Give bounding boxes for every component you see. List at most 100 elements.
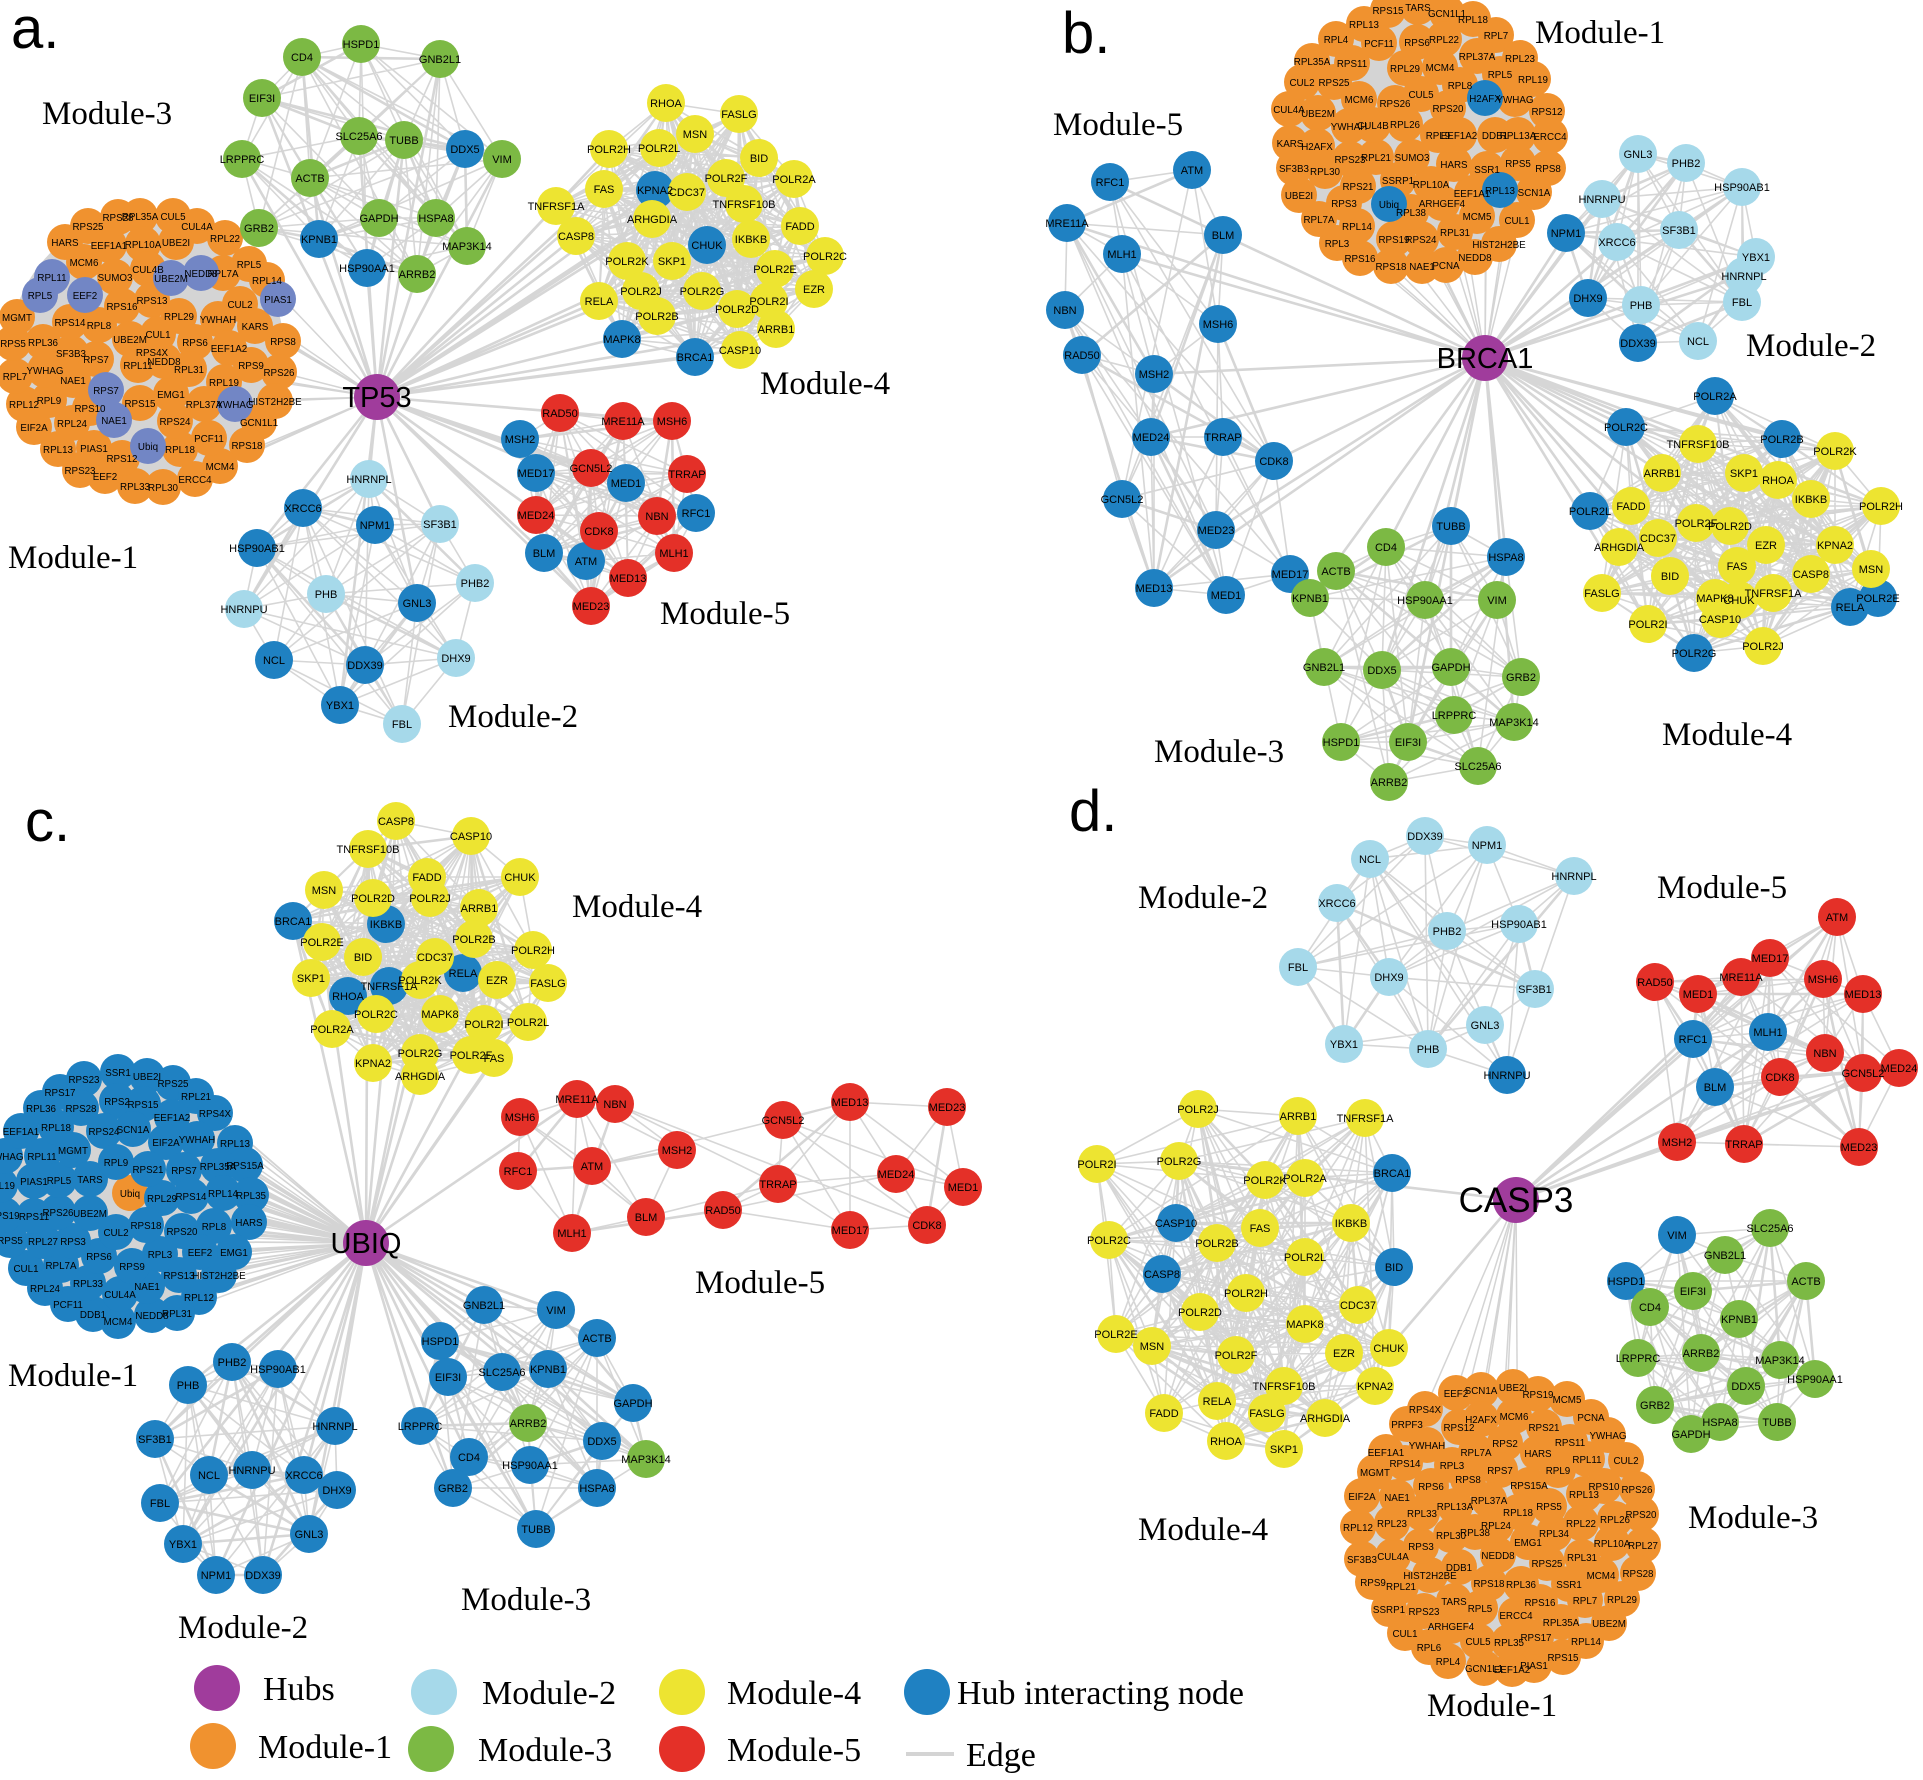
svg-text:CASP10: CASP10 xyxy=(719,345,761,357)
svg-text:DHX9: DHX9 xyxy=(322,1485,351,1497)
svg-text:POLR2G: POLR2G xyxy=(1157,1156,1202,1168)
svg-text:DDX39: DDX39 xyxy=(245,1570,280,1582)
svg-text:MED17: MED17 xyxy=(518,468,555,480)
svg-text:ATM: ATM xyxy=(581,1161,603,1173)
svg-text:RPS15A: RPS15A xyxy=(1510,1481,1548,1492)
svg-text:PHB: PHB xyxy=(1630,300,1653,312)
svg-text:PHB: PHB xyxy=(315,589,338,601)
svg-text:RPL13: RPL13 xyxy=(43,445,74,456)
svg-text:MGMT: MGMT xyxy=(2,313,32,324)
svg-text:CUL5: CUL5 xyxy=(160,212,186,223)
svg-text:RPS10: RPS10 xyxy=(74,404,106,415)
svg-text:Module-5: Module-5 xyxy=(1657,870,1787,906)
svg-text:EZR: EZR xyxy=(803,284,825,296)
svg-text:RPS7: RPS7 xyxy=(83,355,109,366)
svg-text:GNB2L1: GNB2L1 xyxy=(463,1300,505,1312)
svg-text:POLR2D: POLR2D xyxy=(351,893,395,905)
svg-text:RPS19: RPS19 xyxy=(0,1211,20,1222)
svg-text:RPL23: RPL23 xyxy=(1505,54,1536,65)
svg-text:RPL3: RPL3 xyxy=(148,1250,173,1261)
svg-text:MED24: MED24 xyxy=(878,1169,915,1181)
svg-text:Module-1: Module-1 xyxy=(8,540,138,576)
svg-text:HNRNPL: HNRNPL xyxy=(346,474,391,486)
svg-text:MRE11A: MRE11A xyxy=(1719,972,1763,984)
svg-text:RPL7: RPL7 xyxy=(1573,1596,1598,1607)
svg-text:CASP10: CASP10 xyxy=(1699,614,1741,626)
svg-text:MCM5: MCM5 xyxy=(1463,212,1492,223)
svg-text:HIST2H2BE: HIST2H2BE xyxy=(1403,1571,1457,1582)
svg-text:RPL37A: RPL37A xyxy=(186,400,223,411)
svg-text:Module-4: Module-4 xyxy=(760,366,890,402)
svg-text:UBE2M: UBE2M xyxy=(154,274,188,285)
svg-text:RPS28: RPS28 xyxy=(65,1104,97,1115)
svg-text:RPL9: RPL9 xyxy=(104,1158,129,1169)
svg-text:MCM4: MCM4 xyxy=(206,462,235,473)
svg-text:DHX9: DHX9 xyxy=(1573,293,1602,305)
svg-text:RPS12: RPS12 xyxy=(106,454,137,465)
svg-text:UBE2I: UBE2I xyxy=(162,238,190,249)
svg-text:Module-5: Module-5 xyxy=(1053,107,1183,143)
svg-text:TNFRSF10B: TNFRSF10B xyxy=(337,844,400,856)
svg-text:UBE2I: UBE2I xyxy=(133,1072,161,1083)
svg-text:Module-5: Module-5 xyxy=(695,1265,825,1301)
svg-text:RPS13: RPS13 xyxy=(163,1271,195,1282)
svg-text:RPL36: RPL36 xyxy=(26,1104,57,1115)
svg-text:PCNA: PCNA xyxy=(1577,1413,1605,1424)
svg-text:YWHAH: YWHAH xyxy=(200,315,236,326)
svg-text:RFC1: RFC1 xyxy=(682,508,711,520)
svg-text:RPS18: RPS18 xyxy=(130,1221,162,1232)
svg-text:TP53: TP53 xyxy=(342,382,411,414)
svg-text:RPS7: RPS7 xyxy=(1487,1466,1513,1477)
svg-text:HSPA8: HSPA8 xyxy=(418,213,453,225)
svg-text:HSPA8: HSPA8 xyxy=(1702,1417,1737,1429)
svg-text:GNL3: GNL3 xyxy=(1471,1020,1500,1032)
svg-text:TUBB: TUBB xyxy=(389,135,418,147)
svg-text:DDB1: DDB1 xyxy=(80,1310,106,1321)
svg-text:SKP1: SKP1 xyxy=(1730,468,1758,480)
svg-text:SKP1: SKP1 xyxy=(658,256,686,268)
svg-text:DDX5: DDX5 xyxy=(450,144,479,156)
svg-text:POLR2G: POLR2G xyxy=(398,1048,443,1060)
svg-text:CUL1: CUL1 xyxy=(1504,216,1529,227)
svg-text:FADD: FADD xyxy=(1149,1408,1178,1420)
svg-text:BID: BID xyxy=(1385,1262,1403,1274)
svg-text:RPL18: RPL18 xyxy=(165,445,196,456)
svg-text:RPL29: RPL29 xyxy=(1390,64,1420,75)
svg-text:ARHGDIA: ARHGDIA xyxy=(395,1071,446,1083)
svg-text:MCM6: MCM6 xyxy=(1345,95,1374,106)
svg-text:MSH6: MSH6 xyxy=(1203,319,1234,331)
svg-text:SSR1: SSR1 xyxy=(1556,1580,1582,1591)
svg-text:RPL8: RPL8 xyxy=(87,321,112,332)
svg-text:SLC25A6: SLC25A6 xyxy=(478,1367,525,1379)
svg-text:RPS26: RPS26 xyxy=(1379,99,1411,110)
svg-text:RPL8: RPL8 xyxy=(202,1222,227,1233)
svg-text:RPL29: RPL29 xyxy=(164,312,194,323)
svg-text:POLR2F: POLR2F xyxy=(450,1050,493,1062)
svg-text:HSPD1: HSPD1 xyxy=(1323,737,1360,749)
svg-text:GRB2: GRB2 xyxy=(1640,1400,1670,1412)
svg-text:POLR2I: POLR2I xyxy=(464,1019,503,1031)
svg-text:ACTB: ACTB xyxy=(295,173,324,185)
svg-text:CUL4A: CUL4A xyxy=(1377,1552,1409,1563)
svg-text:RPL19: RPL19 xyxy=(0,1181,15,1192)
svg-text:MED13: MED13 xyxy=(1136,583,1173,595)
svg-text:RPL18: RPL18 xyxy=(41,1123,72,1134)
svg-text:POLR2B: POLR2B xyxy=(1195,1238,1238,1250)
svg-text:RPL35A: RPL35A xyxy=(1294,57,1331,68)
svg-text:TRRAP: TRRAP xyxy=(759,1179,796,1191)
svg-text:IKBKB: IKBKB xyxy=(1795,494,1827,506)
svg-text:MED17: MED17 xyxy=(1752,953,1789,965)
svg-text:RPS25: RPS25 xyxy=(72,222,104,233)
svg-text:TUBB: TUBB xyxy=(1436,521,1465,533)
svg-text:KPNB1: KPNB1 xyxy=(301,234,337,246)
svg-text:PCNA: PCNA xyxy=(1432,261,1460,272)
svg-text:RPS20: RPS20 xyxy=(1432,104,1464,115)
svg-text:GAPDH: GAPDH xyxy=(1671,1429,1710,1441)
svg-text:MED17: MED17 xyxy=(832,1225,869,1237)
svg-text:MED24: MED24 xyxy=(1133,432,1170,444)
svg-text:RPL35: RPL35 xyxy=(1494,1638,1525,1649)
svg-text:MCM4: MCM4 xyxy=(1587,1571,1616,1582)
svg-text:KARS: KARS xyxy=(1277,139,1304,150)
svg-text:HNRNPL: HNRNPL xyxy=(1551,871,1596,883)
svg-text:POLR2H: POLR2H xyxy=(1859,501,1903,513)
